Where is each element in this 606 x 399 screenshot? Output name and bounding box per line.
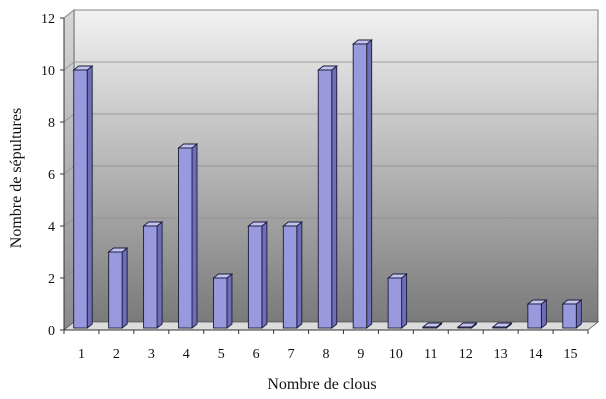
x-tick-label: 7 — [288, 347, 295, 362]
x-tick-label: 9 — [357, 347, 364, 362]
x-tick-label: 12 — [459, 347, 473, 362]
bar-side — [191, 143, 198, 329]
x-tick-label: 4 — [183, 347, 190, 362]
bar-front — [492, 326, 507, 329]
y-axis-title: Nombre de sépultures — [8, 108, 25, 248]
x-tick-label: 5 — [218, 347, 225, 362]
bar-front — [352, 43, 368, 329]
bar-front — [457, 326, 472, 329]
x-tick-label: 14 — [529, 347, 543, 362]
bar — [72, 65, 94, 329]
bar-side — [575, 299, 582, 329]
bar-side — [226, 273, 233, 329]
bar — [282, 221, 304, 329]
bar-side — [366, 39, 373, 329]
x-tick-label: 11 — [424, 347, 437, 362]
bar — [212, 273, 234, 329]
bar-front — [317, 69, 333, 329]
gridline — [63, 269, 75, 279]
bar — [456, 322, 478, 329]
bar — [421, 322, 443, 329]
bar-front — [247, 225, 263, 329]
y-tick-label: 4 — [48, 220, 55, 235]
bar-front — [387, 277, 403, 329]
y-axis-ticks: 0 2 4 6 8 10 12 — [41, 12, 65, 339]
bar-front — [212, 277, 228, 329]
y-tick-label: 8 — [48, 116, 55, 131]
y-tick-label: 2 — [48, 272, 55, 287]
bar-side — [401, 273, 408, 329]
bar — [177, 143, 199, 329]
bar-front — [527, 303, 542, 329]
bar — [247, 221, 269, 329]
bar-side — [121, 247, 128, 329]
bar — [316, 65, 339, 329]
bar-side — [156, 221, 163, 329]
y-tick-label: 10 — [41, 64, 55, 79]
bar-front — [562, 303, 577, 329]
x-tick-label: 8 — [323, 347, 330, 362]
bar-side — [331, 65, 338, 329]
y-tick-label: 12 — [41, 12, 55, 27]
bar — [491, 322, 513, 329]
y-tick-label: 0 — [48, 324, 55, 339]
bar — [561, 299, 583, 329]
bar-front — [178, 147, 193, 329]
bar-side — [86, 65, 93, 329]
bar-front — [143, 225, 158, 329]
x-axis-title: Nombre de clous — [267, 376, 376, 393]
gridline — [63, 9, 75, 19]
x-tick-label: 3 — [148, 347, 155, 362]
y-tick-label: 6 — [48, 168, 55, 183]
bar-front — [422, 326, 437, 329]
x-tick-label: 15 — [564, 347, 578, 362]
gridline — [63, 113, 75, 123]
x-tick-label: 10 — [389, 347, 403, 362]
bars — [72, 39, 583, 329]
bar — [351, 39, 373, 329]
x-tick-label: 13 — [494, 347, 508, 362]
bar-side — [540, 299, 547, 329]
bar — [386, 273, 408, 329]
gridline — [63, 217, 75, 227]
bar — [526, 299, 548, 329]
bar-side — [296, 221, 303, 329]
gridline — [63, 61, 75, 71]
gridline — [63, 165, 75, 175]
x-tick-label: 6 — [253, 347, 260, 362]
x-tick-label: 2 — [113, 347, 120, 362]
bar — [107, 247, 129, 329]
bar-front — [108, 251, 123, 329]
x-axis-ticks: 1 2 3 4 5 6 7 8 9 10 11 12 13 14 15 — [63, 329, 589, 362]
bar-side — [261, 221, 268, 329]
bar — [142, 221, 164, 329]
bar-front — [282, 225, 298, 329]
bar-front — [73, 69, 88, 329]
x-tick-label: 1 — [78, 347, 85, 362]
